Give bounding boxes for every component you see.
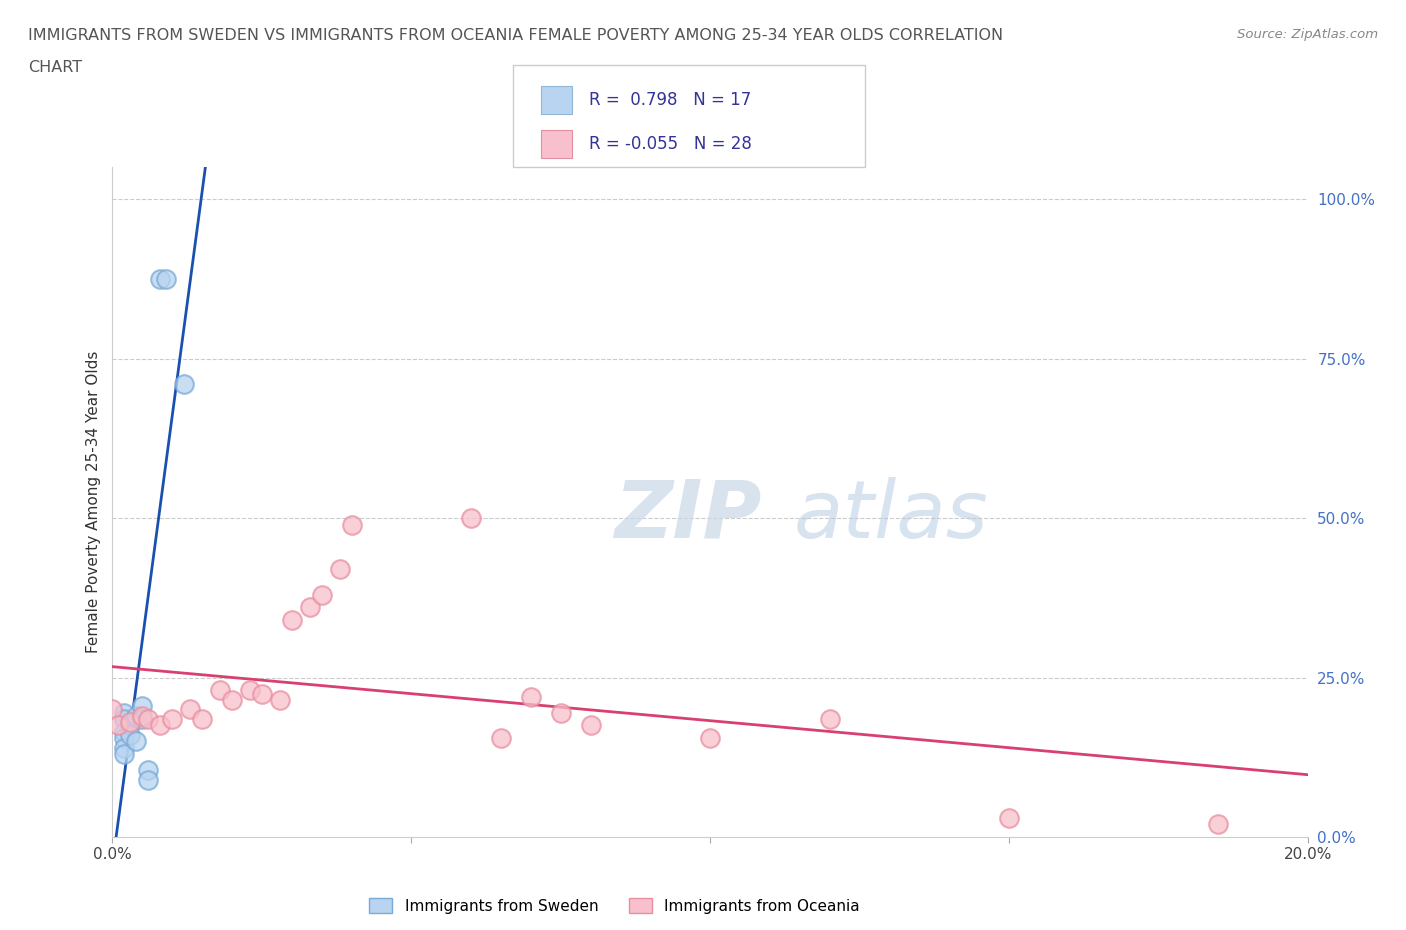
Y-axis label: Female Poverty Among 25-34 Year Olds: Female Poverty Among 25-34 Year Olds <box>86 351 101 654</box>
Text: IMMIGRANTS FROM SWEDEN VS IMMIGRANTS FROM OCEANIA FEMALE POVERTY AMONG 25-34 YEA: IMMIGRANTS FROM SWEDEN VS IMMIGRANTS FRO… <box>28 28 1004 43</box>
Point <box>1206 817 1229 831</box>
Point <box>138 711 160 726</box>
Point <box>998 810 1021 825</box>
Point <box>173 377 195 392</box>
Point <box>131 711 153 726</box>
Point <box>298 600 321 615</box>
Text: atlas: atlas <box>793 476 988 554</box>
Point <box>125 709 148 724</box>
Point <box>269 693 291 708</box>
Point <box>114 747 135 762</box>
Point <box>114 740 135 755</box>
Point <box>120 718 142 733</box>
Point <box>120 715 142 730</box>
Point <box>149 718 172 733</box>
Point <box>179 702 201 717</box>
Point <box>281 613 304 628</box>
Point <box>138 763 160 777</box>
Point <box>579 718 602 733</box>
Point <box>114 724 135 739</box>
Point <box>699 731 721 746</box>
Point <box>107 718 129 733</box>
Text: Source: ZipAtlas.com: Source: ZipAtlas.com <box>1237 28 1378 41</box>
Point <box>114 711 135 726</box>
Text: CHART: CHART <box>28 60 82 75</box>
Text: R = -0.055   N = 28: R = -0.055 N = 28 <box>589 135 752 153</box>
Point <box>131 698 153 713</box>
Text: R =  0.798   N = 17: R = 0.798 N = 17 <box>589 91 751 110</box>
Point <box>221 693 243 708</box>
Point <box>208 683 231 698</box>
Point <box>149 272 172 286</box>
Point <box>250 686 273 701</box>
Point <box>125 734 148 749</box>
Point <box>818 711 841 726</box>
Point <box>520 689 543 704</box>
Point <box>155 272 177 286</box>
Point <box>340 517 363 532</box>
Text: ZIP: ZIP <box>614 476 762 554</box>
Point <box>101 702 124 717</box>
Point <box>131 709 153 724</box>
Point <box>114 705 135 720</box>
Point <box>239 683 262 698</box>
Point <box>489 731 512 746</box>
Point <box>120 727 142 742</box>
Point <box>162 711 183 726</box>
Point <box>460 511 482 525</box>
Point <box>550 705 572 720</box>
Point <box>311 587 333 602</box>
Legend: Immigrants from Sweden, Immigrants from Oceania: Immigrants from Sweden, Immigrants from … <box>363 892 866 920</box>
Point <box>191 711 214 726</box>
Point <box>328 562 352 577</box>
Point <box>114 731 135 746</box>
Point <box>138 772 160 787</box>
